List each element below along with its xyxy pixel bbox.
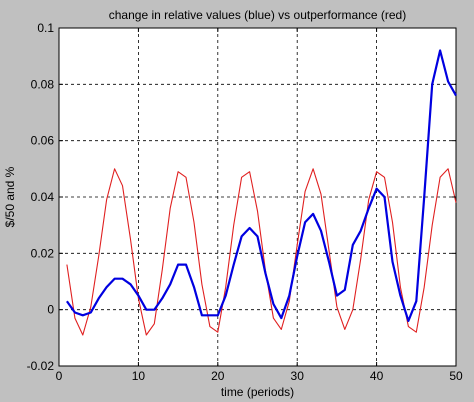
- y-tick-label: 0.08: [31, 77, 55, 91]
- series-layer: [66, 49, 457, 336]
- x-tick-label: 10: [132, 369, 146, 383]
- y-tick-label: 0.02: [31, 246, 55, 260]
- chart-title: change in relative values (blue) vs outp…: [109, 8, 406, 22]
- y-tick-label: 0.06: [31, 134, 55, 148]
- y-tick-label: 0: [47, 303, 54, 317]
- blue-series-line: [66, 49, 457, 322]
- grid: [59, 28, 456, 366]
- x-tick-label: 20: [211, 369, 225, 383]
- y-tick-label: 0.04: [31, 190, 55, 204]
- red-series-line: [66, 168, 457, 336]
- y-axis-label: $/50 and %: [3, 166, 17, 227]
- x-tick-label: 50: [449, 369, 463, 383]
- x-tick-label: 40: [370, 369, 384, 383]
- x-axis-label: time (periods): [221, 385, 294, 399]
- y-tick-label: -0.02: [27, 359, 55, 373]
- x-tick-label: 30: [291, 369, 305, 383]
- x-tick-label: 0: [56, 369, 63, 383]
- y-tick-label: 0.1: [37, 21, 54, 35]
